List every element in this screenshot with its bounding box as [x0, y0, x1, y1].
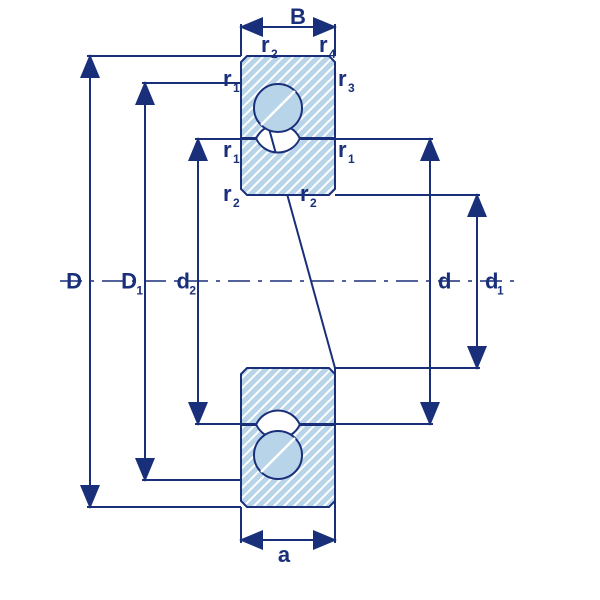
label-r-sub-7: 2 [310, 196, 317, 210]
label-right-0: d [438, 269, 451, 294]
label-r-2: r [223, 66, 232, 91]
label-r-6: r [223, 181, 232, 206]
label-r-sub-4: 1 [233, 152, 240, 166]
label-left-sub-1: 1 [136, 284, 143, 298]
label-a: a [278, 542, 291, 567]
bearing-section-diagram: BaDD1d2dd1r2r4r1r3r1r1r2r2 [0, 0, 600, 600]
label-r-sub-6: 2 [233, 196, 240, 210]
label-left-sub-2: 2 [189, 284, 196, 298]
label-B: B [290, 4, 306, 29]
label-r-sub-0: 2 [271, 47, 278, 61]
label-r-5: r [338, 137, 347, 162]
label-r-4: r [223, 137, 232, 162]
label-left-1: D [121, 269, 137, 294]
label-r-sub-5: 1 [348, 152, 355, 166]
label-r-sub-1: 4 [329, 47, 336, 61]
label-r-3: r [338, 66, 347, 91]
label-left-0: D [66, 269, 82, 294]
label-r-1: r [319, 32, 328, 57]
inner-race-hatch [241, 139, 335, 195]
inner-race-hatch [241, 368, 335, 424]
label-r-7: r [300, 181, 309, 206]
label-right-sub-1: 1 [497, 284, 504, 298]
label-left-2: d [177, 269, 190, 294]
label-r-0: r [261, 32, 270, 57]
label-r-sub-3: 3 [348, 81, 355, 95]
label-r-sub-2: 1 [233, 81, 240, 95]
